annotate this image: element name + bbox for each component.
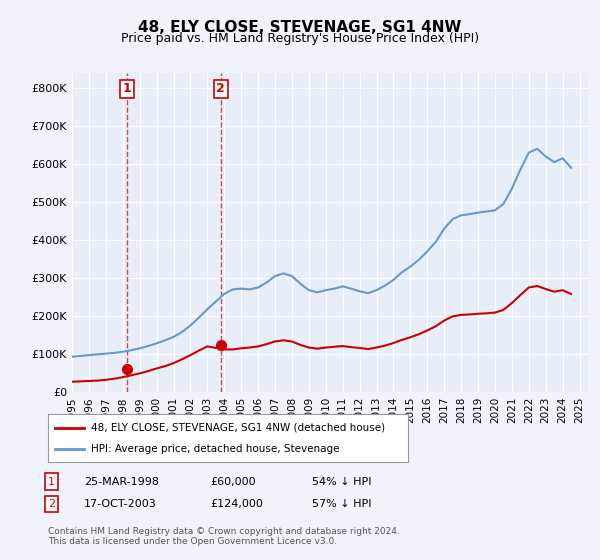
Text: £124,000: £124,000 [210, 499, 263, 509]
Text: 2: 2 [48, 499, 55, 509]
Text: 17-OCT-2003: 17-OCT-2003 [84, 499, 157, 509]
Text: 1: 1 [122, 82, 131, 95]
Text: £60,000: £60,000 [210, 477, 256, 487]
Text: 48, ELY CLOSE, STEVENAGE, SG1 4NW (detached house): 48, ELY CLOSE, STEVENAGE, SG1 4NW (detac… [91, 423, 385, 433]
Text: 1: 1 [48, 477, 55, 487]
Text: HPI: Average price, detached house, Stevenage: HPI: Average price, detached house, Stev… [91, 444, 340, 454]
Text: 57% ↓ HPI: 57% ↓ HPI [312, 499, 371, 509]
Text: Contains HM Land Registry data © Crown copyright and database right 2024.
This d: Contains HM Land Registry data © Crown c… [48, 526, 400, 546]
Text: 25-MAR-1998: 25-MAR-1998 [84, 477, 159, 487]
Text: 54% ↓ HPI: 54% ↓ HPI [312, 477, 371, 487]
Text: Price paid vs. HM Land Registry's House Price Index (HPI): Price paid vs. HM Land Registry's House … [121, 32, 479, 45]
Text: 2: 2 [217, 82, 225, 95]
Text: 48, ELY CLOSE, STEVENAGE, SG1 4NW: 48, ELY CLOSE, STEVENAGE, SG1 4NW [139, 20, 461, 35]
